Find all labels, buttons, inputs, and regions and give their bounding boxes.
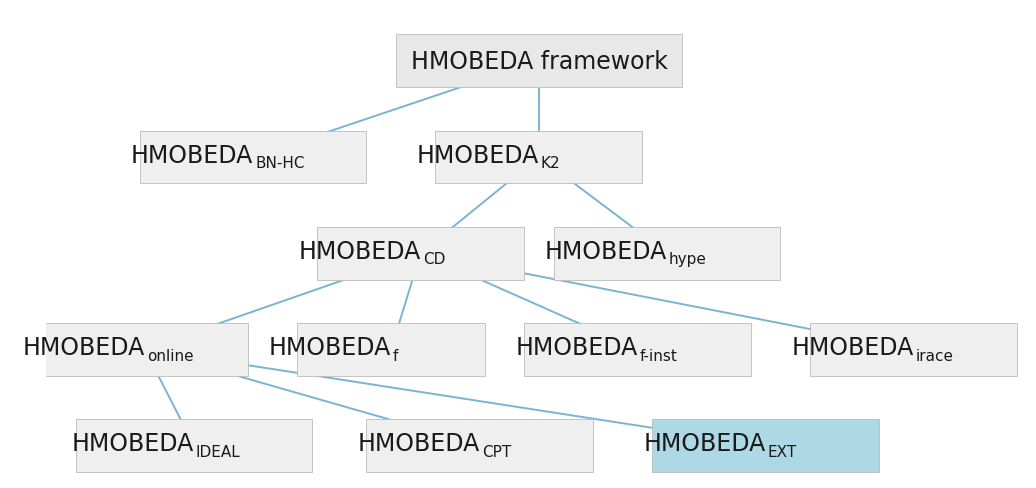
FancyBboxPatch shape (140, 131, 367, 184)
Text: CD: CD (423, 252, 445, 267)
FancyBboxPatch shape (367, 419, 594, 472)
FancyBboxPatch shape (810, 323, 1017, 376)
Text: HMOBEDA framework: HMOBEDA framework (410, 50, 667, 74)
Text: HMOBEDA: HMOBEDA (357, 431, 480, 455)
Text: HMOBEDA: HMOBEDA (71, 431, 194, 455)
Text: HMOBEDA: HMOBEDA (515, 335, 637, 359)
FancyBboxPatch shape (76, 419, 312, 472)
FancyBboxPatch shape (317, 227, 524, 280)
FancyBboxPatch shape (297, 323, 485, 376)
Text: f: f (393, 348, 399, 363)
Text: irace: irace (916, 348, 953, 363)
Text: EXT: EXT (768, 444, 797, 459)
Text: HMOBEDA: HMOBEDA (269, 335, 392, 359)
Text: online: online (147, 348, 194, 363)
FancyBboxPatch shape (554, 227, 780, 280)
Text: HMOBEDA: HMOBEDA (23, 335, 145, 359)
Text: BN-HC: BN-HC (255, 156, 305, 171)
Text: K2: K2 (541, 156, 560, 171)
Text: CPT: CPT (482, 444, 511, 459)
Text: HMOBEDA: HMOBEDA (131, 143, 253, 167)
FancyBboxPatch shape (41, 323, 249, 376)
Text: HMOBEDA: HMOBEDA (792, 335, 914, 359)
FancyBboxPatch shape (653, 419, 880, 472)
Text: HMOBEDA: HMOBEDA (298, 239, 421, 263)
FancyBboxPatch shape (435, 131, 642, 184)
Text: IDEAL: IDEAL (196, 444, 240, 459)
FancyBboxPatch shape (396, 35, 682, 88)
Text: hype: hype (669, 252, 707, 267)
FancyBboxPatch shape (524, 323, 751, 376)
Text: f-inst: f-inst (639, 348, 678, 363)
Text: HMOBEDA: HMOBEDA (416, 143, 539, 167)
Text: HMOBEDA: HMOBEDA (643, 431, 766, 455)
Text: HMOBEDA: HMOBEDA (545, 239, 667, 263)
